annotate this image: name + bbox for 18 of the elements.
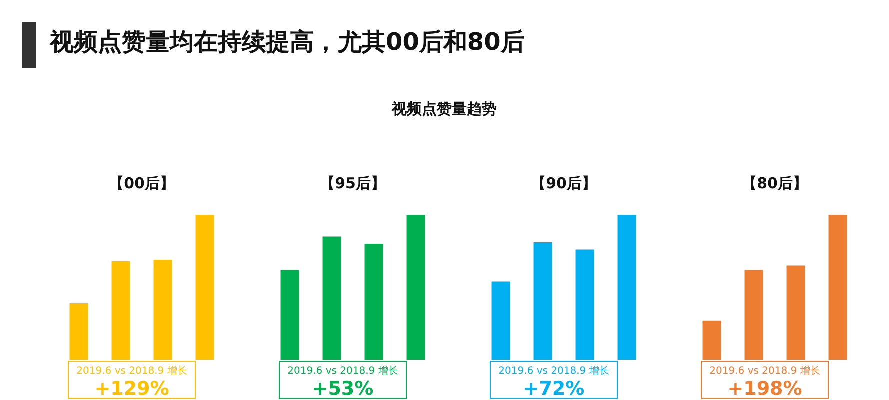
text: 视频点赞量趋势: [390, 100, 498, 119]
text: 2019.6 vs 2018.9 增长: [286, 364, 400, 378]
bar: [196, 215, 214, 360]
chart-title: 【00后】: [109, 174, 175, 192]
bar: [618, 215, 636, 360]
bar: [828, 215, 848, 360]
text: +198%: [726, 378, 804, 400]
chart-title: 【80后】: [742, 174, 808, 192]
text: 2019.6 vs 2018.9 增长: [498, 364, 610, 378]
text: 2019.6 vs 2018.9 增长: [76, 364, 188, 378]
bar: [406, 215, 426, 360]
text: 2019.6 vs 2018.9 增长: [708, 364, 822, 378]
text: +53%: [311, 378, 375, 400]
text: +129%: [94, 378, 170, 400]
chart-title: 【90后】: [531, 174, 597, 192]
text: +72%: [522, 378, 586, 400]
chart-title: 【95后】: [320, 174, 386, 192]
text: 视频点赞量均在持续提高，尤其00后和80后: [50, 27, 525, 58]
